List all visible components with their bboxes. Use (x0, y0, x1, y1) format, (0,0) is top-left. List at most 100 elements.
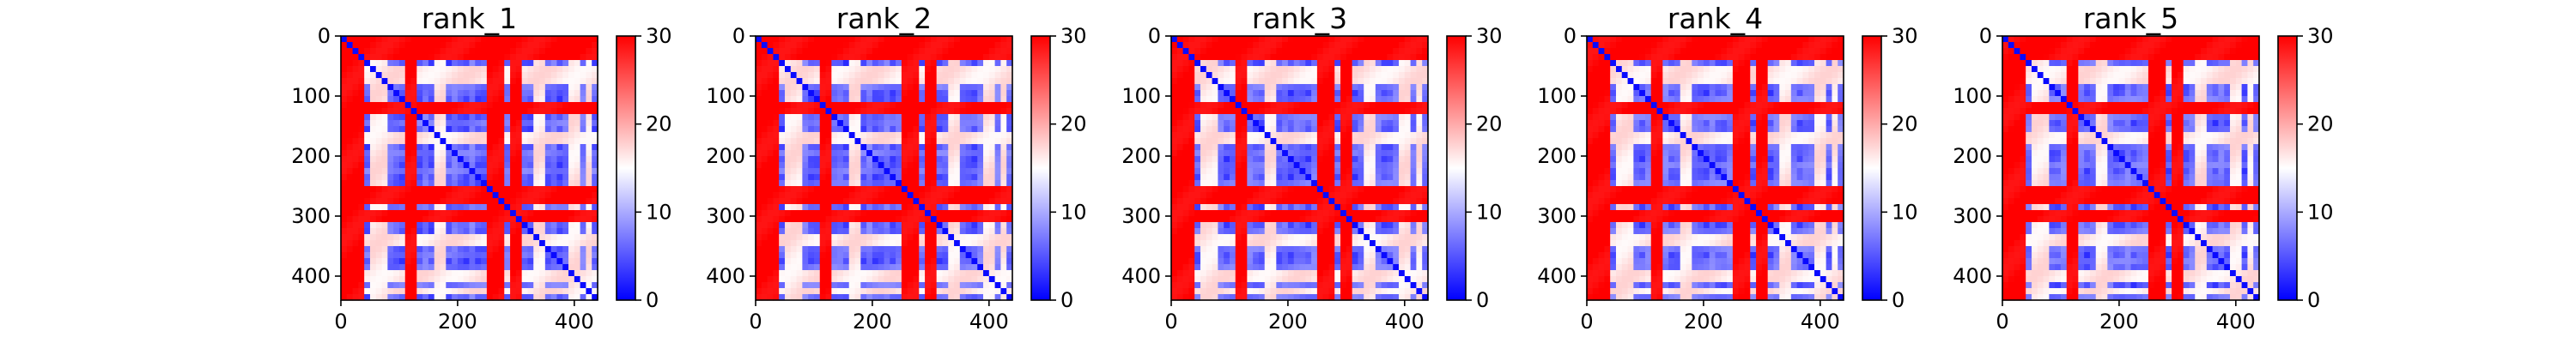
heatmap-cell (779, 168, 786, 175)
heatmap-cell (907, 42, 914, 49)
heatmap-cell (440, 246, 447, 253)
heatmap-cell (410, 240, 417, 247)
heatmap-cell (544, 294, 552, 301)
heatmap-cell (1006, 246, 1013, 253)
heatmap-cell (965, 204, 973, 211)
heatmap-cell (434, 180, 441, 187)
heatmap-cell (387, 72, 394, 79)
heatmap-cell (837, 270, 844, 277)
heatmap-cell (942, 48, 949, 55)
heatmap-cell (422, 120, 429, 127)
heatmap-cell (948, 84, 955, 91)
heatmap-cell (364, 150, 371, 157)
heatmap-cell (779, 60, 786, 67)
heatmap-cell (428, 90, 435, 97)
heatmap-cell (381, 48, 388, 55)
heatmap-cell (515, 162, 523, 169)
heatmap-cell (1410, 168, 1418, 175)
heatmap-cell (1241, 90, 1248, 97)
heatmap-cell (802, 90, 809, 97)
y-tick-label: 0 (318, 24, 331, 48)
heatmap-cell (1264, 48, 1272, 55)
heatmap-cell (1171, 84, 1178, 91)
heatmap-cell (486, 60, 494, 67)
heatmap-cell (866, 66, 873, 73)
heatmap-cell (1358, 150, 1364, 157)
heatmap-cell (393, 240, 400, 247)
heatmap-cell (1006, 222, 1013, 229)
heatmap-cell (977, 228, 984, 235)
heatmap-cell (1206, 84, 1213, 91)
heatmap-cell (925, 120, 932, 127)
heatmap-cell (848, 258, 856, 265)
heatmap-cell (568, 222, 575, 229)
heatmap-cell (1006, 60, 1013, 67)
heatmap-cell (486, 162, 494, 169)
heatmap-cell (404, 288, 412, 295)
heatmap-cell (1352, 36, 1359, 43)
heatmap-cell (580, 156, 587, 163)
heatmap-cell (930, 138, 938, 145)
heatmap-cell (440, 168, 447, 175)
heatmap-cell (510, 90, 517, 97)
heatmap-cell (1006, 174, 1013, 181)
heatmap-cell (1287, 102, 1295, 109)
heatmap-cell (896, 72, 902, 79)
heatmap-cell (925, 114, 932, 121)
heatmap-cell (773, 126, 780, 133)
heatmap-cell (756, 126, 762, 133)
heatmap-cell (1293, 78, 1301, 85)
heatmap-cell (1311, 102, 1318, 109)
heatmap-cell (890, 174, 896, 181)
heatmap-cell (1176, 132, 1184, 139)
heatmap-cell (977, 114, 984, 121)
heatmap-cell (527, 228, 534, 235)
heatmap-cell (504, 162, 511, 169)
heatmap-cell (1282, 78, 1289, 85)
heatmap-cell (1305, 174, 1312, 181)
heatmap-cell (878, 210, 885, 217)
heatmap-cell (504, 36, 511, 43)
heatmap-cell (544, 96, 552, 103)
heatmap-cell (773, 90, 780, 97)
heatmap-cell (890, 270, 896, 277)
heatmap-cell (539, 264, 546, 271)
heatmap-cell (463, 270, 471, 277)
heatmap-cell (364, 216, 371, 223)
heatmap-cell (404, 216, 412, 223)
heatmap-cell (802, 132, 809, 139)
heatmap-cell (527, 162, 534, 169)
heatmap-cell (440, 180, 447, 187)
heatmap-cell (1393, 78, 1400, 85)
heatmap-cell (452, 276, 459, 283)
heatmap-cell (913, 60, 920, 67)
heatmap-cell (1188, 168, 1195, 175)
heatmap-cell (422, 276, 429, 283)
heatmap-cell (416, 198, 423, 205)
heatmap-cell (346, 42, 354, 49)
heatmap-cell (1316, 126, 1324, 133)
heatmap-cell (994, 120, 1002, 127)
heatmap-cell (1334, 60, 1341, 67)
heatmap-cell (802, 72, 809, 79)
heatmap-cell (896, 96, 902, 103)
heatmap-cell (375, 144, 383, 151)
heatmap-cell (808, 144, 815, 151)
heatmap-cell (515, 216, 523, 223)
heatmap-cell (346, 282, 354, 289)
heatmap-cell (1299, 150, 1306, 157)
heatmap-cell (550, 222, 558, 229)
heatmap-cell (948, 234, 955, 241)
heatmap-cell (896, 138, 902, 145)
heatmap-cell (1404, 72, 1412, 79)
heatmap-cell (1328, 132, 1335, 139)
heatmap-cell (393, 174, 400, 181)
heatmap-cell (784, 138, 792, 145)
heatmap-cell (1212, 90, 1218, 97)
heatmap-cell (568, 60, 575, 67)
heatmap-cell (1375, 36, 1382, 43)
heatmap-cell (434, 228, 441, 235)
heatmap-cell (784, 222, 792, 229)
heatmap-cell (983, 156, 990, 163)
heatmap-cell (919, 174, 926, 181)
